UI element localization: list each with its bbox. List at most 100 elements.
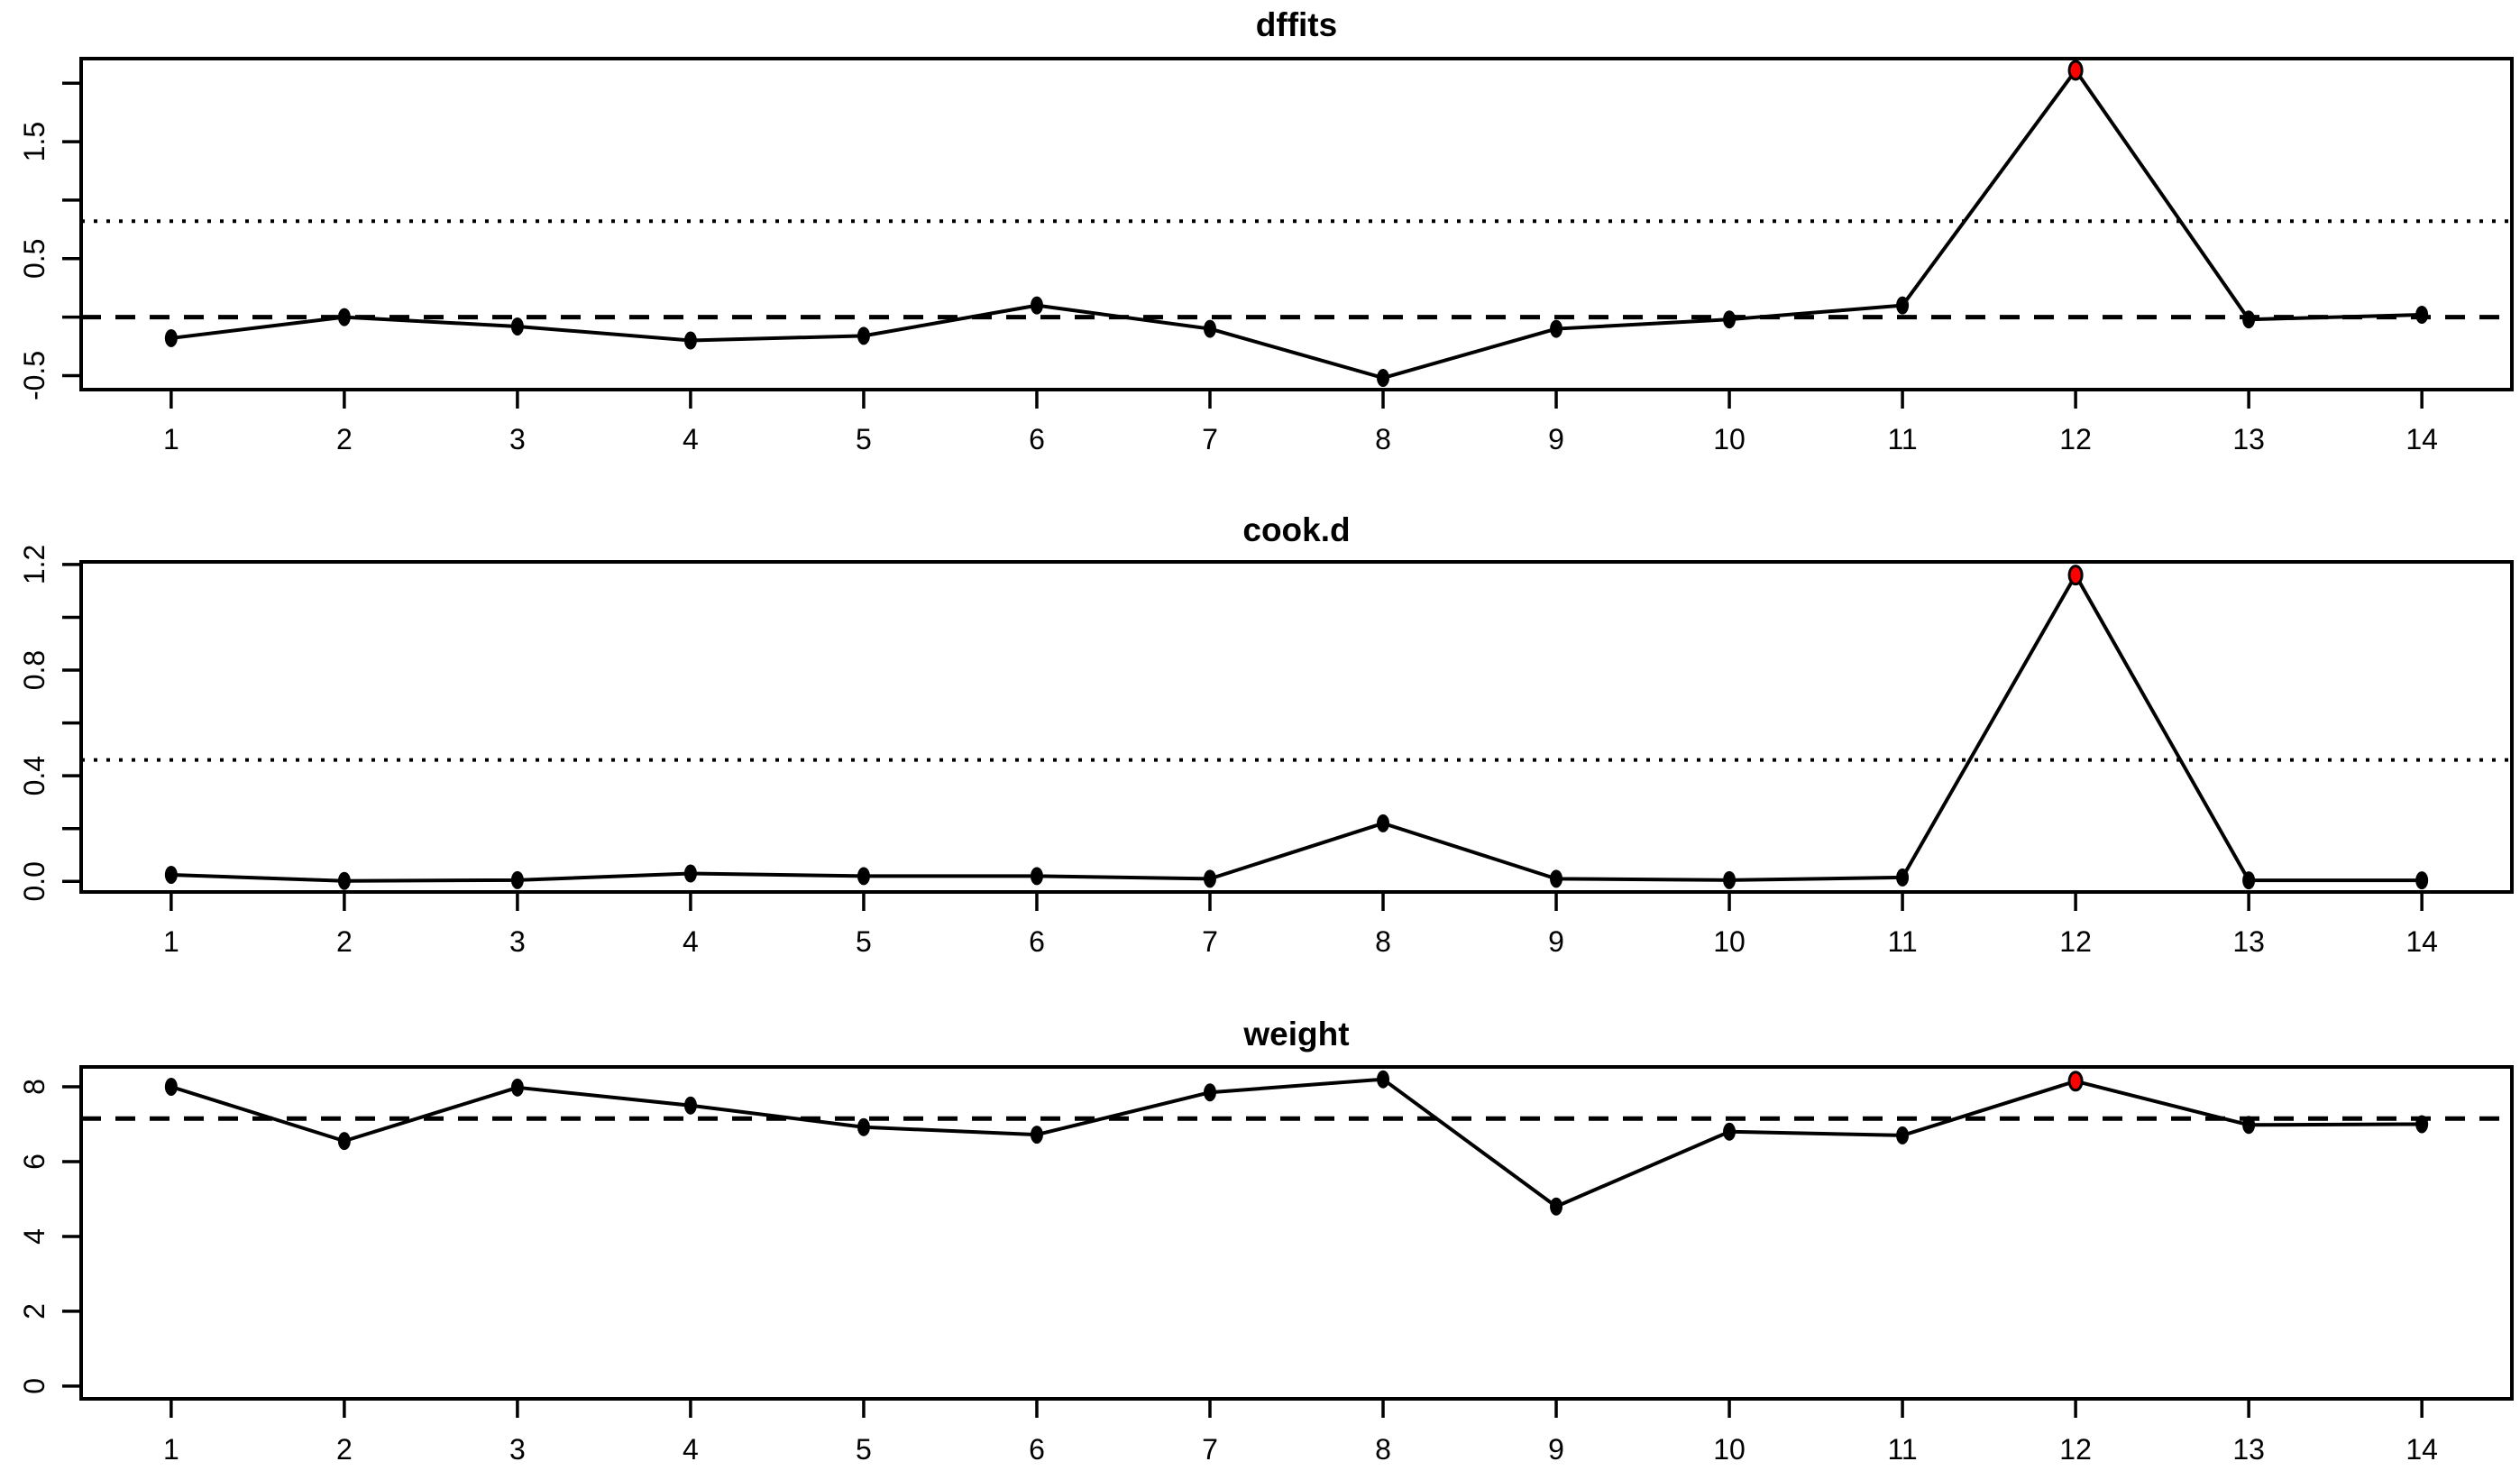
- x-tick-label: 4: [683, 423, 699, 455]
- x-tick-label: 5: [856, 423, 872, 455]
- x-tick-label: 11: [1887, 1433, 1917, 1466]
- y-tick-label: 8: [18, 1079, 50, 1095]
- data-point: [1723, 1122, 1737, 1141]
- data-point: [857, 326, 870, 345]
- x-tick-label: 9: [1548, 1433, 1564, 1466]
- x-tick-label: 13: [2232, 925, 2265, 958]
- data-point: [1203, 869, 1216, 888]
- panel-cookd: cook.d 1 2 3 4 5 6 7 8 9 10 11 12 13 14 0.0 0.4 0.8 1.2: [0, 493, 2520, 987]
- x-tick-label: 11: [1887, 423, 1917, 455]
- data-point: [164, 328, 178, 347]
- plot-frame: [79, 57, 2514, 391]
- data-point: [857, 1117, 870, 1136]
- x-tick-label: 10: [1713, 423, 1746, 455]
- data-point: [1377, 369, 1390, 388]
- series-line: [170, 1077, 2423, 1209]
- x-tick-label: 13: [2232, 1433, 2265, 1466]
- y-tick-label: 1.2: [18, 545, 50, 584]
- y-tick-label: 1.5: [18, 122, 50, 161]
- data-point: [683, 1096, 697, 1115]
- x-tick-label: 12: [2059, 925, 2092, 958]
- data-point: [2242, 310, 2256, 329]
- x-tick-label: 10: [1713, 1433, 1746, 1466]
- x-tick-label: 14: [2405, 423, 2438, 455]
- data-point: [164, 1077, 178, 1096]
- data-point: [510, 317, 524, 336]
- y-tick-label: 2: [18, 1303, 50, 1319]
- data-point: [1723, 870, 1737, 889]
- data-point: [2415, 306, 2429, 325]
- x-tick-label: 4: [683, 1433, 699, 1466]
- y-tick-label: 0.0: [18, 861, 50, 901]
- x-tick-label: 2: [336, 1433, 353, 1466]
- x-tick-label: 6: [1029, 1433, 1045, 1466]
- y-tick-label: 0.5: [18, 239, 50, 279]
- data-point: [337, 308, 351, 326]
- x-tick-label: 11: [1887, 925, 1917, 958]
- x-tick-label: 8: [1375, 1433, 1391, 1466]
- outlier-point: [2067, 60, 2084, 81]
- panel-title-dffits: dffits: [1255, 6, 1338, 43]
- x-tick-label: 10: [1713, 925, 1746, 958]
- data-point: [1203, 1083, 1216, 1102]
- x-tick-label: 6: [1029, 423, 1045, 455]
- x-tick-label: 2: [336, 423, 353, 455]
- series-line: [170, 573, 2423, 883]
- data-point: [2242, 1116, 2256, 1135]
- data-point: [337, 1132, 351, 1151]
- data-point: [1550, 319, 1563, 338]
- data-point: [1377, 814, 1390, 832]
- x-tick-label: 14: [2405, 1433, 2438, 1466]
- x-tick-label: 2: [336, 925, 353, 958]
- x-tick-label: 5: [856, 925, 872, 958]
- plot-frame: [79, 1065, 2514, 1401]
- x-tick-label: 7: [1202, 925, 1218, 958]
- y-tick-label: 6: [18, 1154, 50, 1170]
- dffits-plot: 1 2 3 4 5 6 7 8 9 10 11 12 13 14-0.50.51.5: [18, 57, 2514, 455]
- x-tick-label: 1: [163, 423, 179, 455]
- outlier-point: [2067, 1071, 2084, 1092]
- data-point: [1723, 310, 1737, 329]
- y-tick-label: 4: [18, 1228, 50, 1245]
- x-tick-label: 13: [2232, 423, 2265, 455]
- data-point: [2415, 1115, 2429, 1134]
- y-tick-label: 0.8: [18, 650, 50, 690]
- panel-title-weight: weight: [1243, 1016, 1350, 1053]
- data-point: [1896, 1126, 1910, 1144]
- data-point: [337, 871, 351, 890]
- data-point: [510, 1078, 524, 1097]
- x-tick-label: 8: [1375, 423, 1391, 455]
- data-point: [1896, 868, 1910, 887]
- data-point: [1030, 1126, 1043, 1144]
- x-tick-label: 8: [1375, 925, 1391, 958]
- outlier-point: [2067, 565, 2084, 586]
- x-tick-label: 9: [1548, 925, 1564, 958]
- data-point: [1550, 1197, 1563, 1216]
- y-tick-label: 0: [18, 1378, 50, 1394]
- series-line: [170, 68, 2423, 381]
- data-point: [2415, 871, 2429, 890]
- panel-dffits: dffits 1 2 3 4 5 6 7 8 9 10 11 12 13 14 -0.5 0.5 1.5: [0, 0, 2520, 493]
- x-tick-label: 4: [683, 925, 699, 958]
- data-point: [1550, 869, 1563, 888]
- x-tick-label: 7: [1202, 1433, 1218, 1466]
- x-tick-label: 12: [2059, 423, 2092, 455]
- x-tick-label: 14: [2405, 925, 2438, 958]
- y-tick-label: 0.4: [18, 756, 50, 795]
- x-tick-label: 5: [856, 1433, 872, 1466]
- plot-frame: [79, 560, 2514, 894]
- x-tick-label: 12: [2059, 1433, 2092, 1466]
- data-point: [1377, 1070, 1390, 1089]
- x-tick-label: 3: [509, 925, 526, 958]
- x-tick-label: 3: [509, 423, 526, 455]
- y-tick-label: -0.5: [18, 351, 50, 400]
- data-point: [1030, 296, 1043, 315]
- data-point: [857, 867, 870, 886]
- panel-weight: weight 1 2 3 4 5 6 7 8 9 10 11 12 13 14 0 2 4 6 8: [0, 987, 2520, 1480]
- x-tick-label: 9: [1548, 423, 1564, 455]
- x-tick-label: 1: [163, 925, 179, 958]
- data-point: [164, 865, 178, 884]
- data-point: [1896, 296, 1910, 315]
- data-point: [1030, 867, 1043, 886]
